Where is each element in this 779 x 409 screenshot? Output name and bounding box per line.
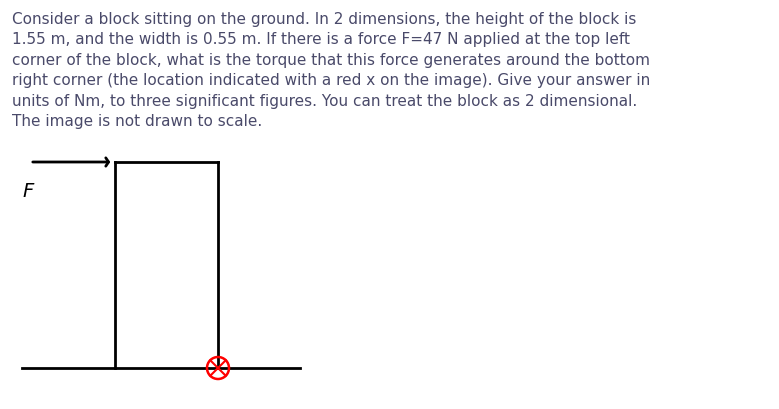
Text: F: F: [22, 182, 33, 201]
Text: Consider a block sitting on the ground. In 2 dimensions, the height of the block: Consider a block sitting on the ground. …: [12, 12, 650, 129]
